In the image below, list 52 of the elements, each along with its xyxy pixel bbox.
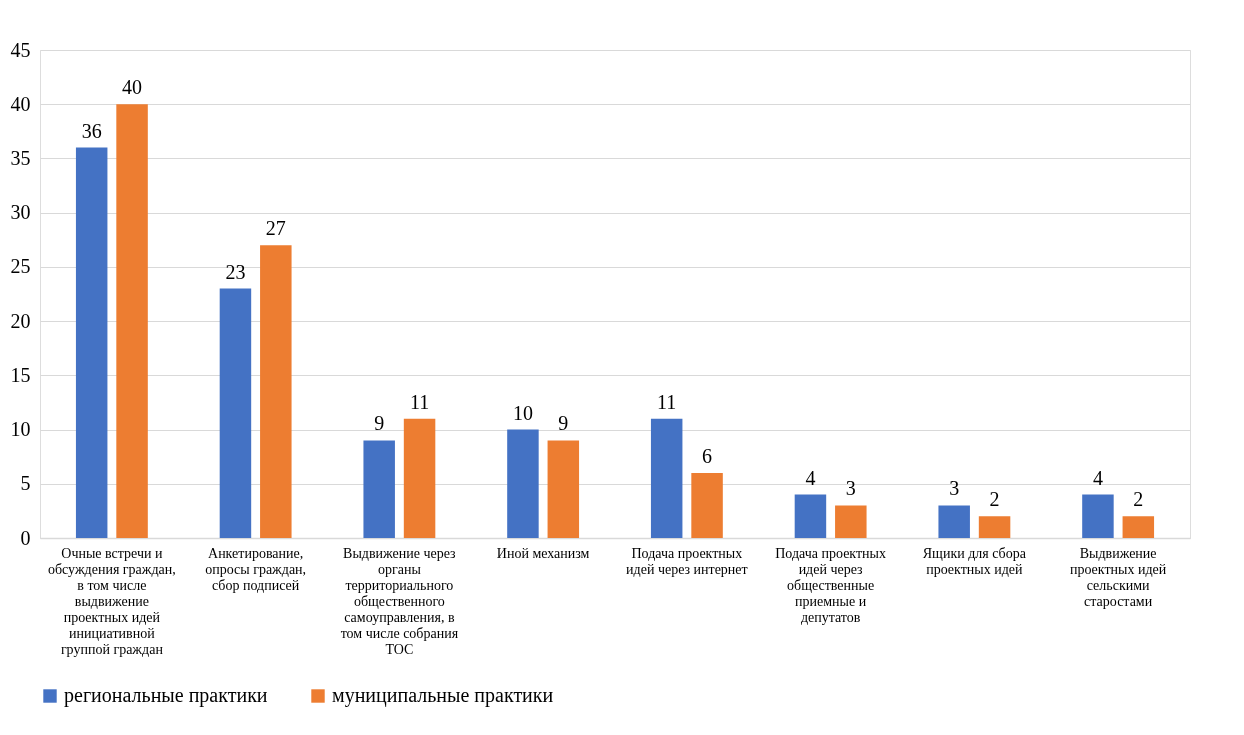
x-tick-label: Иной механизм — [496, 545, 590, 561]
data-label: 27 — [265, 217, 286, 240]
x-tick-label: Подача проектных идей через общественные приемные и депутатов — [775, 545, 886, 625]
data-label: 3 — [845, 477, 856, 500]
y-tick-label: 10 — [10, 418, 31, 441]
y-tick-label: 0 — [20, 526, 31, 549]
bar — [219, 288, 252, 538]
x-tick-label: Ящики для сбора проектных идей — [922, 545, 1027, 577]
y-tick-label: 30 — [10, 201, 31, 224]
data-label: 4 — [805, 466, 816, 489]
y-tick-label: 5 — [20, 472, 31, 495]
data-label: 23 — [225, 260, 246, 283]
y-tick-label: 15 — [10, 363, 31, 386]
bar — [75, 147, 108, 538]
y-tick-label: 45 — [10, 38, 31, 61]
x-tick-label: Выдвижение проектных идей сельскими старостами — [1069, 545, 1167, 609]
legend-label: региональные практики — [64, 684, 268, 707]
data-label: 11 — [409, 390, 430, 413]
bar — [403, 418, 436, 538]
data-label: 2 — [1133, 488, 1144, 511]
x-tick-label: Выдвижение через органы территориального общественного самоуправления, в том числе собрания ТОС — [340, 545, 459, 657]
bar — [978, 516, 1011, 538]
bar — [363, 440, 395, 538]
data-label: 40 — [122, 76, 143, 99]
y-tick-label: 25 — [10, 255, 31, 278]
data-label: 11 — [657, 390, 677, 413]
bar — [547, 440, 580, 538]
y-tick-label: 20 — [10, 309, 31, 332]
x-tick-label: Анкетирование, опросы граждан, сбор подписей — [205, 545, 307, 593]
bar — [1122, 516, 1155, 538]
x-tick-label: Подача проектных идей через интернет — [626, 545, 748, 577]
x-tick-label: Очные встречи и обсуждения граждан, в том числе выдвижение проектных идей инициативной группой граждан — [47, 545, 176, 657]
bar — [691, 472, 723, 538]
bar — [938, 505, 970, 538]
data-label: 9 — [374, 412, 385, 435]
y-tick-label: 40 — [10, 92, 31, 115]
data-label: 6 — [702, 444, 713, 467]
bar — [116, 104, 148, 538]
data-label: 9 — [558, 412, 569, 435]
data-label: 36 — [81, 119, 102, 142]
data-label: 4 — [1092, 466, 1103, 489]
bar — [260, 245, 292, 538]
bar — [507, 429, 539, 538]
legend-label: муниципальные практики — [332, 684, 554, 707]
data-label: 3 — [949, 477, 960, 500]
bar — [835, 505, 867, 538]
y-tick-label: 35 — [10, 146, 31, 169]
bar — [1082, 494, 1114, 538]
data-label: 2 — [989, 488, 1000, 511]
bar — [794, 494, 827, 538]
data-label: 10 — [512, 401, 533, 424]
bar — [650, 418, 683, 538]
